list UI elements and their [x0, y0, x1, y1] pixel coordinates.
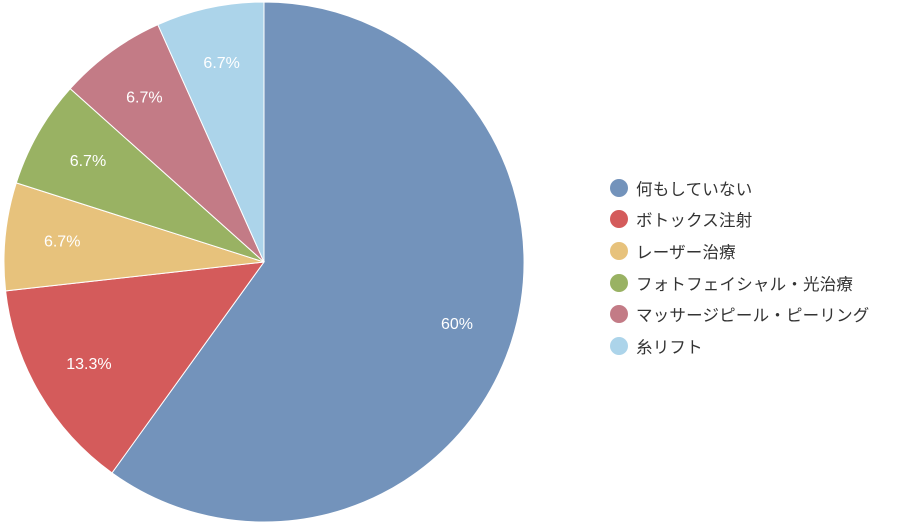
legend-label-0: 何もしていない — [636, 179, 753, 199]
pie-slice-0[interactable] — [111, 1, 525, 523]
pie-slice-3[interactable] — [15, 87, 265, 263]
legend-item-3[interactable]: フォトフェイシャル・光治療 — [610, 267, 869, 299]
pie-slice-label-5: 6.7% — [203, 55, 239, 72]
pie-slices — [3, 1, 525, 523]
pie-slice-4[interactable] — [69, 23, 265, 263]
legend-item-2[interactable]: レーザー治療 — [610, 235, 869, 267]
legend-swatch-4 — [610, 305, 628, 324]
pie-slice-2[interactable] — [3, 182, 265, 292]
pie-slice-label-0: 60% — [441, 316, 473, 333]
pie-slice-5[interactable] — [157, 1, 265, 263]
legend-item-1[interactable]: ボトックス注射 — [610, 204, 869, 236]
legend-item-4[interactable]: マッサージピール・ピーリング — [610, 298, 869, 330]
legend-swatch-0 — [610, 178, 628, 197]
pie-slice-label-1: 13.3% — [66, 356, 111, 373]
pie-slice-label-3: 6.7% — [70, 153, 106, 170]
legend-item-0[interactable]: 何もしていない — [610, 172, 869, 204]
pie-chart: 60% 13.3% 6.7% 6.7% 6.7% 6.7% — [3, 1, 525, 523]
legend-swatch-3 — [610, 273, 628, 292]
pie-slice-1[interactable] — [5, 261, 266, 474]
legend-swatch-5 — [610, 336, 628, 355]
chart-legend: 何もしていない ボトックス注射 レーザー治療フォトフェイシャル・光治療 マッサージピー… — [610, 172, 869, 362]
pie-slice-label-2: 6.7% — [44, 233, 80, 250]
legend-label-3: フォトフェイシャル・光治療 — [636, 274, 854, 294]
legend-item-5[interactable]: 糸リフト — [610, 330, 869, 362]
pie-slice-labels: 60% 13.3% 6.7% 6.7% 6.7% 6.7% — [44, 55, 473, 373]
legend-swatch-1 — [610, 210, 628, 229]
legend-swatch-2 — [610, 241, 628, 260]
pie-slice-label-4: 6.7% — [126, 90, 162, 107]
legend-label-5: 糸リフト — [636, 337, 703, 357]
legend-label-2: レーザー治療 — [636, 242, 736, 262]
legend-label-4: マッサージピール・ピーリング — [636, 306, 870, 326]
legend-label-1: ボトックス注射 — [636, 211, 753, 231]
